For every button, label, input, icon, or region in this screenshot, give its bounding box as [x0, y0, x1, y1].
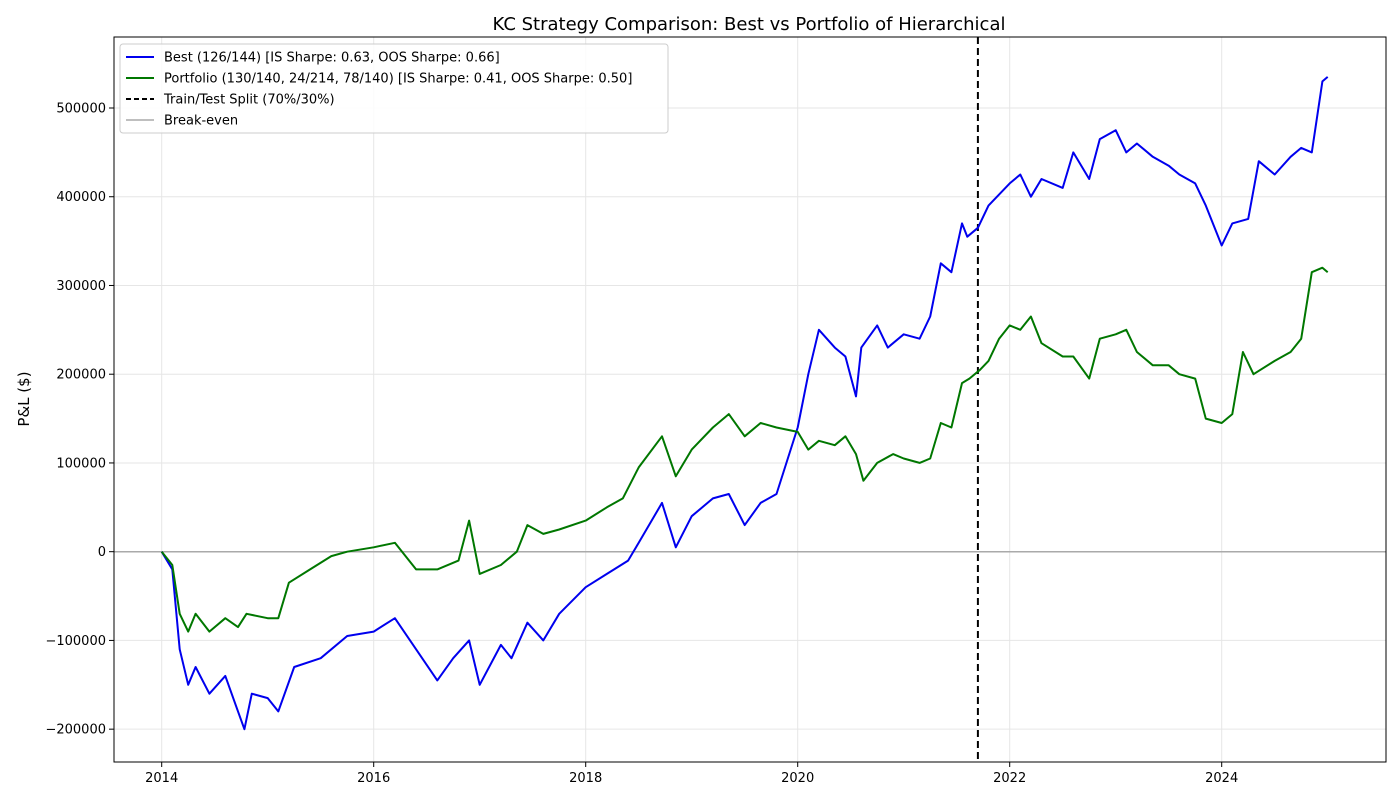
x-tick-label: 2016 — [357, 771, 390, 786]
y-tick-label: 400000 — [56, 190, 106, 205]
x-tick-label: 2022 — [993, 771, 1026, 786]
plot-area-frame — [113, 36, 1387, 763]
best-series-line — [160, 76, 1329, 731]
y-axis-label: P&L ($) — [15, 371, 33, 426]
reference-lines — [114, 37, 1386, 762]
legend-item-break-even-label: Break-even — [164, 114, 238, 129]
y-tick-label: 0 — [98, 545, 106, 560]
x-tick-label: 2018 — [569, 771, 602, 786]
legend-box — [119, 43, 669, 134]
chart-title: KC Strategy Comparison: Best vs Portfoli… — [493, 14, 1006, 35]
legend: Best (126/144) [IS Sharpe: 0.63, OOS Sha… — [119, 43, 669, 134]
y-tick-label: 100000 — [56, 456, 106, 471]
series-lines — [160, 76, 1329, 731]
y-tick-label: −100000 — [45, 634, 106, 649]
y-tick-label: 300000 — [56, 279, 106, 294]
legend-item-portfolio-label: Portfolio (130/140, 24/214, 78/140) [IS … — [164, 72, 632, 87]
y-tick-label: 200000 — [56, 368, 106, 383]
legend-item-best-label: Best (126/144) [IS Sharpe: 0.63, OOS Sha… — [164, 51, 500, 66]
x-tick-label: 2014 — [145, 771, 178, 786]
y-tick-label: −200000 — [45, 723, 106, 738]
portfolio-series-line — [160, 266, 1329, 633]
y-tick-label: 500000 — [56, 101, 106, 116]
x-tick-label: 2024 — [1205, 771, 1238, 786]
x-tick-label: 2020 — [781, 771, 814, 786]
x-axis-ticks: 2014 2016 2018 2020 2022 2024 — [145, 762, 1238, 786]
y-axis-ticks: −200000 −100000 0 100000 200000 300000 400000 5… — [45, 101, 114, 738]
legend-item-split-label: Train/Test Split (70%/30%) — [163, 93, 335, 108]
